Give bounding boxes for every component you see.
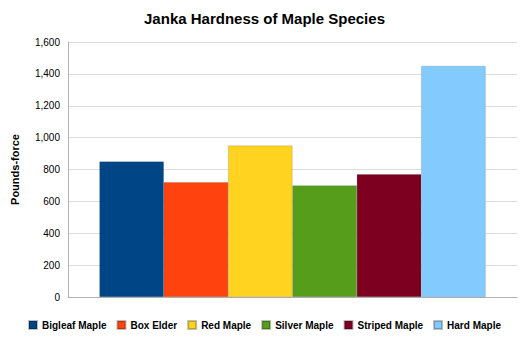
svg-text:Silver Maple: Silver Maple: [275, 320, 334, 331]
svg-text:400: 400: [43, 228, 60, 239]
svg-text:1,000: 1,000: [35, 132, 60, 143]
svg-text:Box Elder: Box Elder: [130, 320, 177, 331]
svg-text:600: 600: [43, 196, 60, 207]
svg-text:Striped Maple: Striped Maple: [358, 320, 424, 331]
svg-text:800: 800: [43, 164, 60, 175]
svg-text:Red Maple: Red Maple: [201, 320, 251, 331]
svg-text:1,400: 1,400: [35, 68, 60, 79]
svg-text:0: 0: [54, 292, 60, 303]
svg-text:1,200: 1,200: [35, 100, 60, 111]
svg-text:Bigleaf Maple: Bigleaf Maple: [42, 320, 107, 331]
svg-text:Janka Hardness of Maple Specie: Janka Hardness of Maple Species: [144, 10, 385, 27]
svg-text:Hard Maple: Hard Maple: [447, 320, 501, 331]
svg-text:Pounds-force: Pounds-force: [9, 134, 21, 205]
svg-text:1,600: 1,600: [35, 37, 60, 48]
svg-text:200: 200: [43, 260, 60, 271]
